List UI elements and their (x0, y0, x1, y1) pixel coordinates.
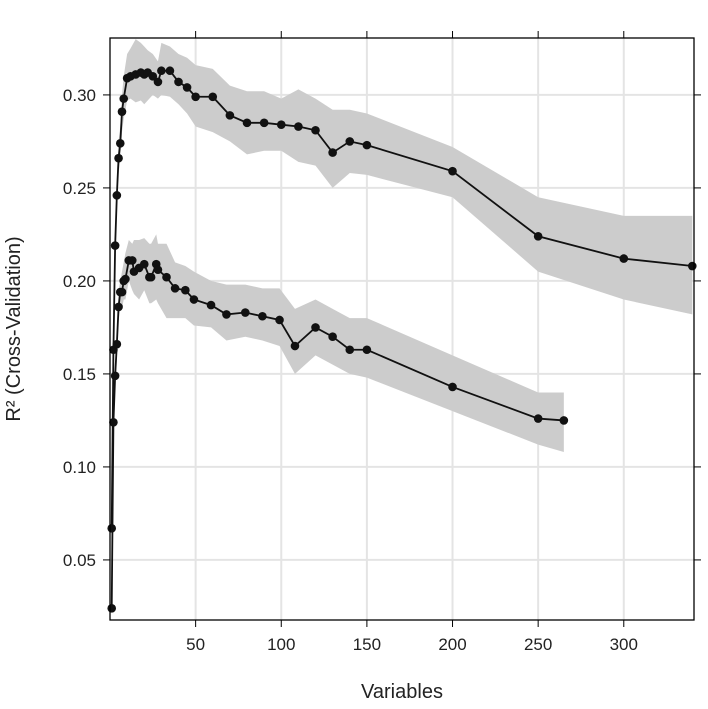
x-tick-label: 300 (610, 635, 638, 654)
axis-ticks: 50 100 150 200 250 300 0.05 0.10 0.15 0.20 0.25 0.3… (63, 31, 701, 654)
data-point (153, 265, 163, 275)
x-tick-label: 200 (438, 635, 466, 654)
data-point (114, 153, 123, 163)
data-point (448, 382, 457, 392)
data-point (687, 261, 697, 271)
y-tick-label: 0.10 (63, 458, 96, 477)
data-point (242, 118, 252, 128)
data-point (112, 339, 122, 349)
data-point (191, 92, 200, 102)
data-point (117, 107, 127, 116)
data-point (362, 345, 372, 355)
data-point (117, 287, 127, 297)
confidence-band (111, 39, 693, 542)
data-point (311, 125, 320, 135)
data-point (533, 231, 543, 241)
data-point (294, 122, 303, 131)
data-point (208, 92, 218, 102)
data-point (174, 77, 183, 87)
data-point (107, 603, 117, 613)
plot-frame (109, 37, 695, 621)
data-point (240, 308, 250, 317)
data-point (328, 332, 337, 342)
data-point (619, 254, 629, 263)
y-tick-label: 0.25 (63, 179, 96, 198)
data-point (153, 77, 163, 87)
data-point (107, 524, 117, 533)
data-point (110, 241, 120, 250)
x-axis-label: Variables (361, 681, 443, 703)
data-point (345, 345, 355, 355)
data-point (345, 137, 355, 146)
data-point (182, 83, 192, 92)
data-point (448, 166, 457, 176)
data-point (146, 272, 156, 282)
data-point (121, 274, 130, 284)
y-tick-label: 0.05 (63, 551, 96, 570)
data-point (290, 341, 300, 351)
y-tick-label: 0.20 (63, 272, 96, 291)
data-point (533, 414, 543, 423)
data-point (139, 259, 149, 269)
data-point (206, 300, 216, 310)
data-point (127, 256, 137, 265)
data-point (222, 310, 231, 319)
data-point (189, 295, 199, 304)
data-point (119, 94, 129, 103)
confidence-band (111, 234, 564, 616)
x-tick-label: 250 (524, 635, 552, 654)
data-point (115, 138, 125, 148)
data-point (259, 118, 269, 128)
data-point (559, 416, 569, 425)
y-axis-label: R² (Cross-Validation) (3, 236, 25, 421)
data-point (148, 72, 158, 81)
data-point (275, 315, 284, 325)
data-point (157, 66, 166, 76)
data-point (328, 148, 337, 157)
data-point (225, 111, 235, 120)
data-point (114, 302, 123, 312)
series-points (107, 66, 697, 613)
data-point (109, 417, 118, 427)
data-point (362, 140, 372, 150)
data-point (170, 284, 180, 293)
data-point (162, 272, 171, 282)
confidence-bands (111, 39, 693, 616)
x-tick-label: 100 (267, 635, 295, 654)
data-point (311, 323, 320, 332)
y-tick-label: 0.30 (63, 86, 96, 105)
x-tick-label: 150 (353, 635, 381, 654)
data-point (165, 66, 175, 76)
data-point (110, 371, 120, 381)
data-point (276, 120, 286, 129)
data-point (181, 285, 190, 295)
data-point (258, 311, 267, 321)
data-point (112, 191, 122, 200)
y-tick-label: 0.15 (63, 365, 96, 384)
x-tick-label: 50 (186, 635, 205, 654)
